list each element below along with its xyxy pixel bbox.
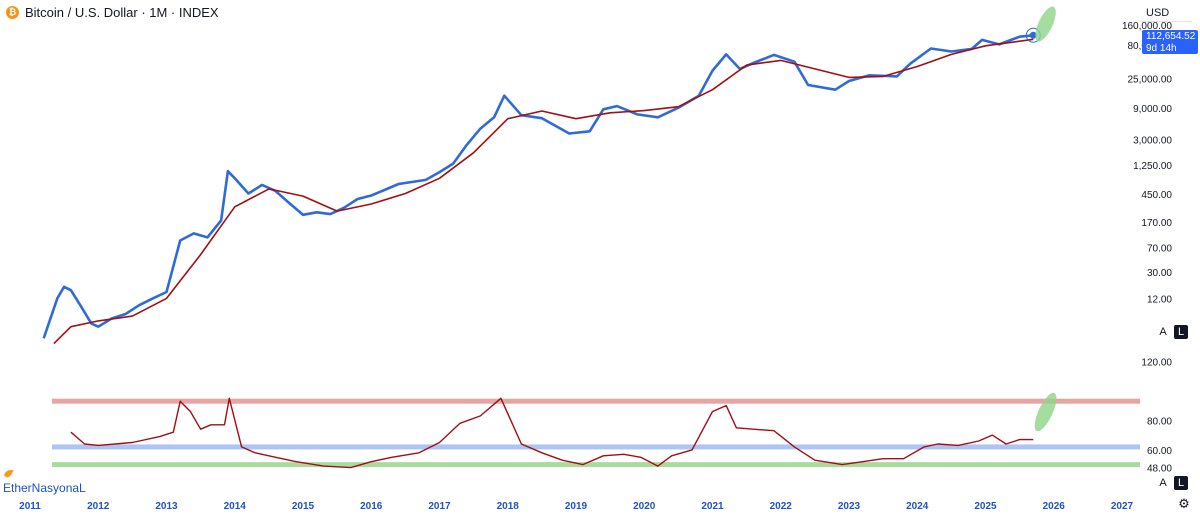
time-axis-label: 2017 bbox=[428, 501, 451, 512]
time-axis-label: 2014 bbox=[224, 501, 247, 512]
symbol-header[interactable]: ₿ Bitcoin / U.S. Dollar · 1M · INDEX bbox=[6, 4, 219, 20]
auto-scale-button-indicator[interactable]: A bbox=[1156, 476, 1170, 490]
price-tick-label: 30.00 bbox=[1147, 268, 1172, 279]
auto-scale-button[interactable]: A bbox=[1156, 325, 1170, 339]
watermark-label: EtherNasyonaL bbox=[3, 481, 86, 495]
bird-icon bbox=[4, 470, 14, 478]
time-axis-label: 2024 bbox=[906, 501, 929, 512]
price-tick-label: 9,000.00 bbox=[1133, 104, 1172, 115]
time-axis-label: 2020 bbox=[633, 501, 656, 512]
projection-ellipse-lower bbox=[1034, 392, 1057, 432]
price-tick-label: 170.00 bbox=[1141, 218, 1172, 229]
indicator-tick-label: 120.00 bbox=[1141, 357, 1172, 368]
price-tick-label: 70.00 bbox=[1147, 244, 1172, 255]
price-tick-label: 12.00 bbox=[1147, 294, 1172, 305]
symbol-title: Bitcoin / U.S. Dollar · 1M · INDEX bbox=[25, 4, 219, 20]
indicator-tick-label: 48.00 bbox=[1147, 464, 1172, 475]
time-axis-label: 2027 bbox=[1111, 501, 1134, 512]
price-tick-label: 160,000.00 bbox=[1122, 21, 1172, 32]
middle-band bbox=[52, 444, 1140, 450]
time-axis-label: 2018 bbox=[497, 501, 520, 512]
time-axis-label: 2019 bbox=[565, 501, 588, 512]
time-axis-label: 2021 bbox=[701, 501, 724, 512]
indicator-tick-label: 60.00 bbox=[1147, 446, 1172, 457]
price-tick-label: 25,000.00 bbox=[1128, 75, 1173, 86]
indicator-pane[interactable] bbox=[52, 390, 1140, 469]
time-axis-label: 2012 bbox=[87, 501, 110, 512]
price-pane[interactable] bbox=[42, 4, 1060, 345]
time-axis-label: 2011 bbox=[19, 501, 41, 512]
last-price-dot bbox=[1029, 31, 1037, 39]
watermark-text: EtherNasyonaL bbox=[3, 481, 86, 495]
axes: 160,000.0080,000.0025,000.009,000.003,00… bbox=[19, 21, 1172, 512]
indicator-tick-label: 80.00 bbox=[1147, 416, 1172, 427]
time-axis-label: 2016 bbox=[360, 501, 383, 512]
log-scale-button-indicator[interactable]: L bbox=[1174, 476, 1188, 490]
time-axis-label: 2025 bbox=[974, 501, 997, 512]
price-line bbox=[42, 34, 1034, 339]
currency-selector[interactable]: USD bbox=[1140, 4, 1192, 22]
last-price: 112,654.52 bbox=[1146, 31, 1196, 42]
bar-countdown: 9d 14h bbox=[1146, 43, 1177, 54]
time-axis-label: 2022 bbox=[770, 501, 793, 512]
log-scale-button[interactable]: L bbox=[1174, 325, 1188, 339]
moving-average-line bbox=[53, 38, 1034, 345]
price-tick-label: 3,000.00 bbox=[1133, 136, 1172, 147]
settings-gear-icon[interactable]: ⚙ bbox=[1178, 496, 1190, 511]
price-tick-label: 450.00 bbox=[1141, 190, 1172, 201]
indicator-line bbox=[70, 397, 1034, 469]
price-tick-label: 1,250.00 bbox=[1133, 161, 1172, 172]
last-price-badge: 112,654.52 9d 14h bbox=[1142, 30, 1198, 54]
time-axis-label: 2015 bbox=[292, 501, 315, 512]
time-axis-label: 2026 bbox=[1043, 501, 1066, 512]
time-axis-label: 2023 bbox=[838, 501, 861, 512]
lower-band bbox=[52, 462, 1140, 468]
time-axis-label: 2013 bbox=[155, 501, 178, 512]
upper-band bbox=[52, 398, 1140, 404]
bitcoin-icon: ₿ bbox=[6, 5, 19, 19]
projection-ellipse-upper bbox=[1035, 6, 1056, 42]
